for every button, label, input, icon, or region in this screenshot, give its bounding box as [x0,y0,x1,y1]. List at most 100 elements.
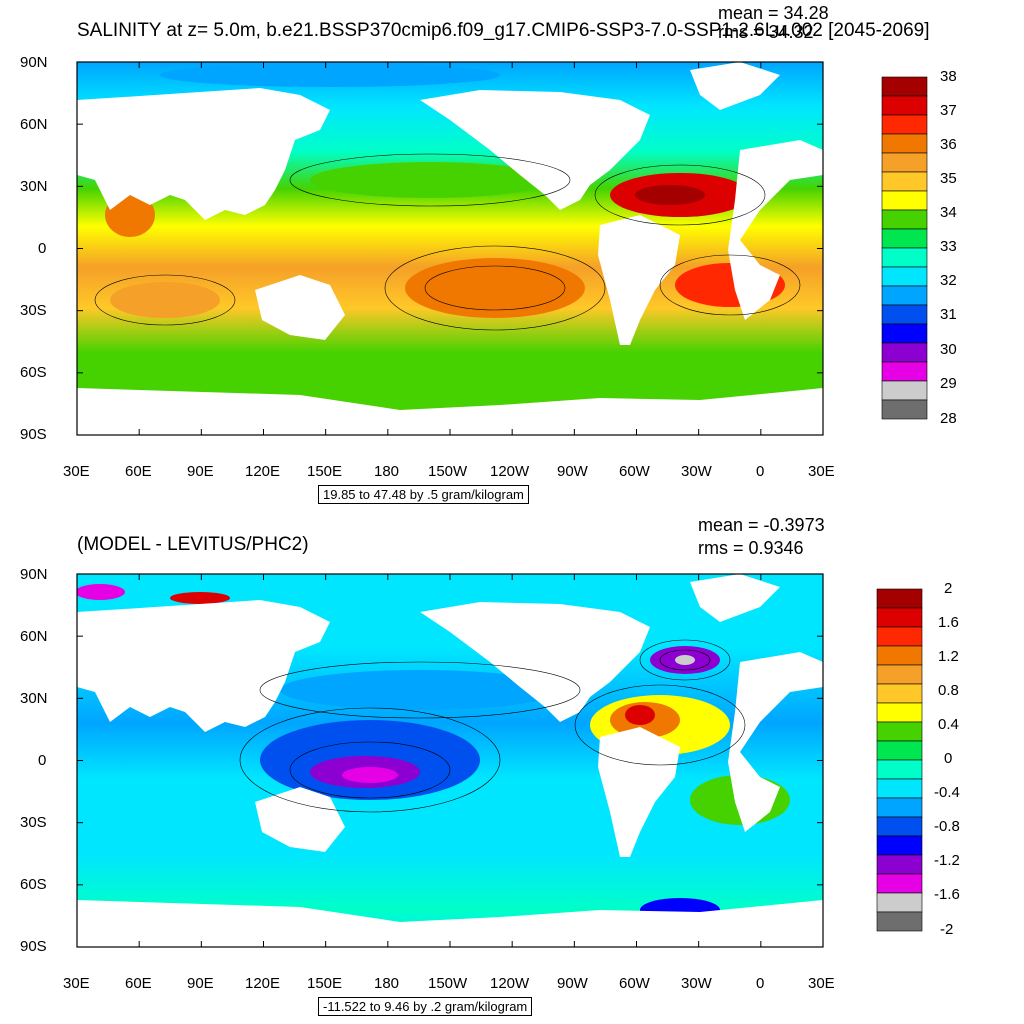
colorbar-label: 33 [940,238,957,255]
lon-label: 30E [808,975,835,992]
panel2-contour-info: -11.522 to 9.46 by .2 gram/kilogram [318,997,533,1016]
lon-label: 150W [428,463,468,480]
colorbar [881,76,928,420]
panel1-mean: mean = 34.28 [718,3,829,23]
colorbar-label: -0.8 [934,818,960,835]
colorbar-swatch [876,892,923,913]
lat-label: 0 [38,240,47,257]
arctic-fresh [160,63,500,87]
colorbar [876,588,923,932]
lat-label: 30N [20,690,48,707]
contour-lines [239,639,746,813]
land-mask [77,574,823,947]
lon-label: 0 [756,975,765,992]
colorbar-swatch [876,740,923,761]
colorbar-label: 1.6 [938,614,959,631]
lat-label: 60S [20,364,47,381]
colorbar-swatch [876,683,923,704]
colorbar-swatch [876,645,923,666]
lat-label: 0 [38,752,47,769]
contour-lines [94,153,801,331]
colorbar-label: 29 [940,375,957,392]
labrador-core [675,655,695,665]
lat-label: 30S [20,302,47,319]
lon-label: 30W [681,975,712,992]
colorbar-label: 38 [940,68,957,85]
colorbar-label: -2 [940,921,954,938]
colorbar-label: -0.4 [934,784,960,801]
lat-label: 60N [20,628,48,645]
land-mask [77,62,823,435]
arctic-fresh [77,584,125,600]
lat-label: 90N [20,566,48,583]
lon-label: 60W [619,975,650,992]
colorbar-swatch [876,854,923,875]
lat-label: 30S [20,814,47,831]
panel1-rms: rms = 34.32 [718,22,814,42]
panel2-rms: rms = 0.9346 [698,538,804,558]
colorbar-label: 28 [940,410,957,427]
lon-label: 150E [307,463,343,480]
colorbar-swatch [876,607,923,628]
tick-marks [76,61,824,436]
colorbar-swatch [881,399,928,420]
lon-label: 150E [307,975,343,992]
colorbar-swatch [876,664,923,685]
colorbar-label: 0.4 [938,716,959,733]
lat-label: 90N [20,54,48,71]
colorbar-swatch [876,873,923,894]
lon-label: 60W [619,463,650,480]
colorbar-swatch [876,835,923,856]
lon-label: 30E [63,975,90,992]
colorbar-swatch [876,778,923,799]
colorbar-label: 30 [940,341,957,358]
lon-label: 60E [125,975,152,992]
colorbar-swatch [876,721,923,742]
lat-label: 30N [20,178,48,195]
lat-label: 90S [20,426,47,443]
colorbar-label: 36 [940,136,957,153]
colorbar-swatch [876,588,923,609]
lon-label: 90W [557,463,588,480]
colorbar-swatch [876,911,923,932]
lon-label: 120W [490,975,530,992]
south-pacific-high [405,258,585,318]
lon-label: 90W [557,975,588,992]
lon-label: 120E [245,975,281,992]
panel2-mean: mean = -0.3973 [698,515,825,535]
lon-label: 180 [374,975,400,992]
colorbar-label: 0.8 [938,682,959,699]
colorbar-swatch [876,626,923,647]
north-pacific-fresh [280,670,560,710]
colorbar-label: 32 [940,272,957,289]
colorbar-label: 0 [944,750,953,767]
colorbar-label: 1.2 [938,648,959,665]
lat-label: 90S [20,938,47,955]
lon-label: 30W [681,463,712,480]
colorbar-label: 35 [940,170,957,187]
tick-marks [76,573,824,948]
lon-label: 150W [428,975,468,992]
panel1-title: SALINITY at z= 5.0m, b.e21.BSSP370cmip6.… [77,20,930,41]
lon-label: 90E [187,975,214,992]
lon-label: 90E [187,463,214,480]
lon-label: 30E [63,463,90,480]
colorbar-label: -1.6 [934,886,960,903]
lon-label: 180 [374,463,400,480]
arctic-salty [170,592,230,604]
lon-label: 120E [245,463,281,480]
colorbar-swatch [876,759,923,780]
north-pacific-fresh [310,162,550,198]
panel2-title: (MODEL - LEVITUS/PHC2) [77,534,309,555]
lon-label: 60E [125,463,152,480]
lat-label: 60S [20,876,47,893]
colorbar-swatch [876,702,923,723]
colorbar-label: 2 [944,580,953,597]
colorbar-label: 37 [940,102,957,119]
gulf-stream-core [625,705,655,725]
colorbar-swatch [876,816,923,837]
lon-label: 120W [490,463,530,480]
pacific-core [342,767,398,783]
